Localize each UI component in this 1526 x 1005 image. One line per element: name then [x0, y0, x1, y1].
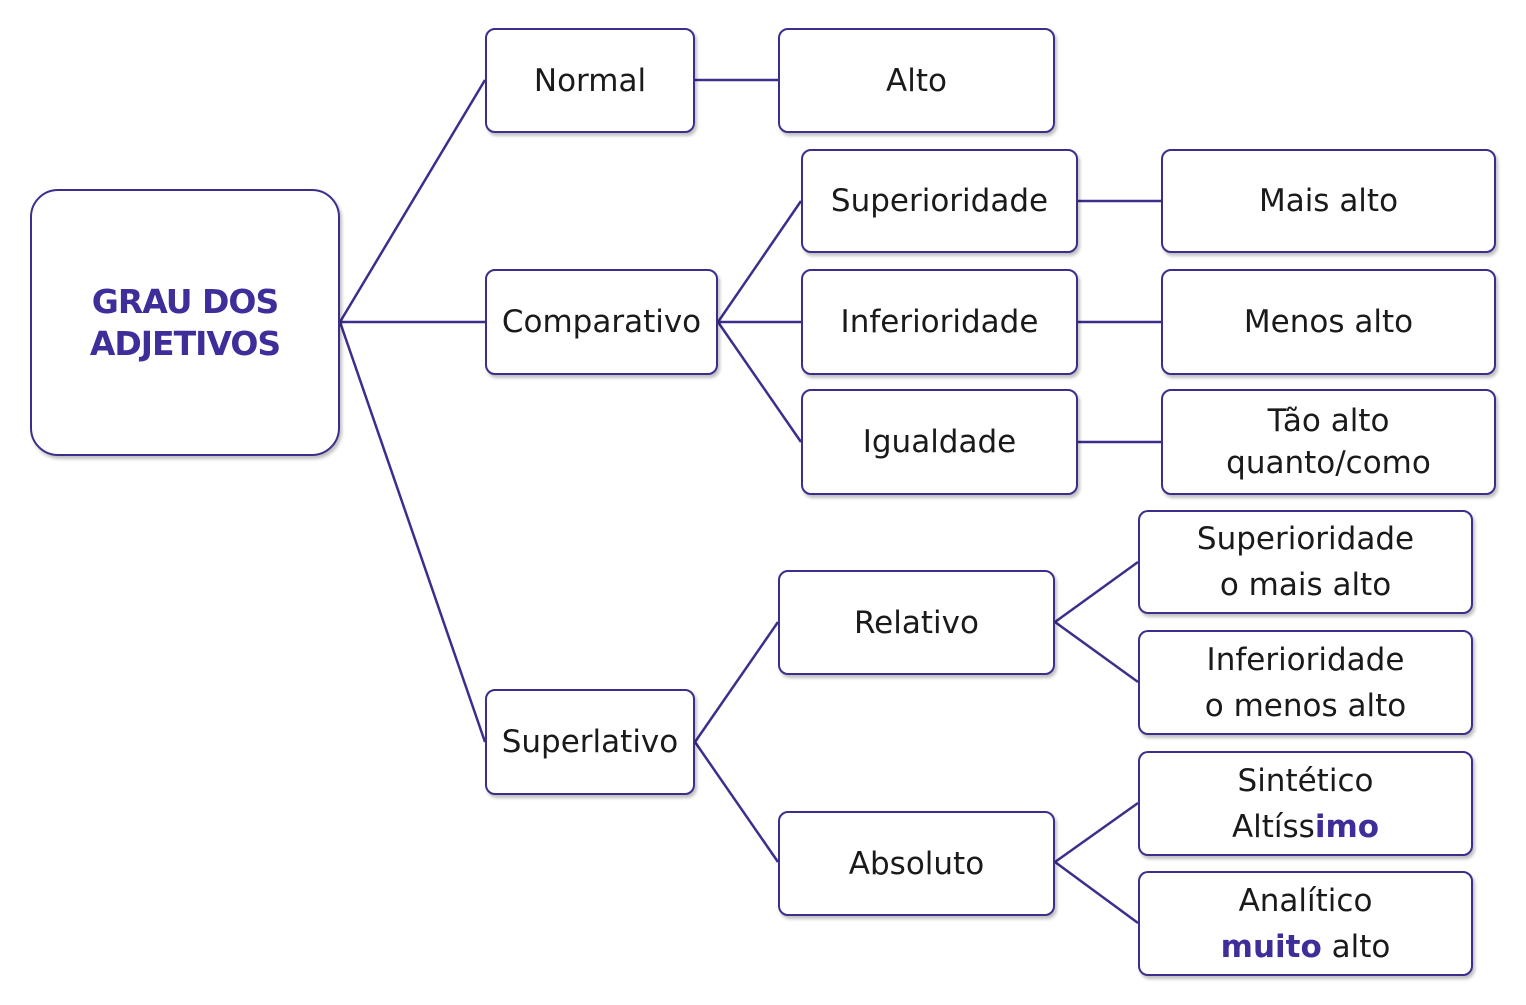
connector-absoluto-sintetico [1054, 801, 1139, 864]
connector-absoluto-analitico [1054, 860, 1139, 925]
igualdade-node: Igualdade [801, 389, 1078, 495]
sintetico-stem: Altíss [1231, 808, 1315, 845]
analitico-accent: muito [1220, 928, 1322, 965]
connector-relativo-inferioridade [1054, 620, 1139, 684]
relativo-inferioridade-node: Inferioridade o menos alto [1138, 630, 1473, 735]
connector-comparativo-igualdade [716, 321, 803, 443]
analitico-line2: muito alto [1221, 924, 1391, 970]
sintetico-suffix: imo [1314, 808, 1380, 845]
comparativo-node: Comparativo [485, 269, 718, 375]
sintetico-line2: Altíssimo [1232, 804, 1379, 850]
relativo-node: Relativo [778, 570, 1055, 675]
relativo-superioridade-line2: o mais alto [1219, 567, 1392, 603]
relativo-inferioridade-line1: Inferioridade [1206, 641, 1405, 678]
relativo-label: Relativo [854, 604, 979, 641]
root-node: GRAU DOS ADJETIVOS [30, 189, 340, 456]
normal-label: Normal [533, 62, 647, 99]
sintetico-node: Sintético Altíssimo [1138, 751, 1473, 856]
sintetico-line1: Sintético [1237, 762, 1374, 799]
analitico-rest: alto [1321, 928, 1391, 965]
superlativo-label: Superlativo [501, 724, 679, 760]
superioridade-label: Superioridade [830, 183, 1049, 219]
alto-node: Alto [778, 28, 1055, 133]
alto-label: Alto [886, 62, 947, 99]
superioridade-node: Superioridade [801, 149, 1078, 253]
mais-alto-node: Mais alto [1161, 149, 1496, 253]
absoluto-node: Absoluto [778, 811, 1055, 916]
relativo-inferioridade-line2: o menos alto [1204, 687, 1407, 724]
superlativo-node: Superlativo [485, 689, 695, 795]
inferioridade-node: Inferioridade [801, 269, 1078, 375]
igualdade-label: Igualdade [862, 424, 1017, 460]
menos-alto-node: Menos alto [1161, 269, 1496, 375]
tao-alto-node: Tão alto quanto/como [1161, 389, 1496, 495]
connector-root-superlativo [338, 321, 487, 743]
root-label: GRAU DOS ADJETIVOS [89, 281, 281, 363]
analitico-node: Analítico muito alto [1138, 871, 1473, 976]
mais-alto-label: Mais alto [1258, 183, 1399, 219]
tao-alto-line1: Tão alto [1267, 403, 1390, 439]
relativo-superioridade-node: Superioridade o mais alto [1138, 510, 1473, 614]
connector-superlativo-relativo [693, 621, 780, 743]
connector-superlativo-absoluto [693, 741, 780, 863]
comparativo-label: Comparativo [501, 304, 702, 340]
connector-relativo-superioridade [1054, 560, 1139, 624]
absoluto-label: Absoluto [848, 845, 985, 882]
menos-alto-label: Menos alto [1243, 304, 1414, 340]
connector-root-normal [338, 79, 487, 323]
connector-comparativo-superioridade [716, 200, 803, 323]
tao-alto-line2: quanto/como [1226, 445, 1431, 481]
inferioridade-label: Inferioridade [840, 304, 1039, 340]
relativo-superioridade-line1: Superioridade [1196, 521, 1415, 557]
normal-node: Normal [485, 28, 695, 133]
analitico-line1: Analítico [1238, 882, 1373, 919]
